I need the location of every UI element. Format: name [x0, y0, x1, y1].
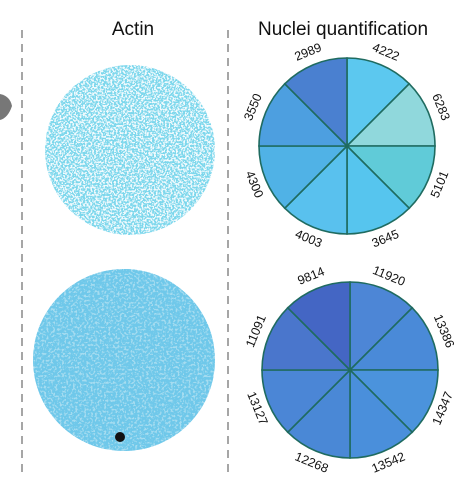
pie-sector	[349, 281, 414, 372]
pie-sector	[261, 306, 352, 371]
pie-sector	[283, 57, 348, 148]
pie-sector	[283, 144, 348, 235]
well-texture	[45, 65, 215, 235]
sector-label: 4222	[370, 40, 401, 64]
sector-label: 2989	[293, 40, 324, 64]
pie-sector	[258, 82, 349, 147]
sector-label: 3550	[241, 92, 265, 123]
pie-sector	[261, 369, 352, 434]
pie-sector	[348, 369, 439, 434]
column-title: Nuclei quantification	[258, 19, 428, 40]
pie-sector	[349, 368, 414, 459]
pie-sector	[286, 368, 351, 459]
cropped-shape	[0, 94, 12, 120]
pie-sector	[348, 306, 439, 371]
well-texture	[33, 269, 215, 451]
pie-sector	[345, 145, 436, 210]
pie-sector	[346, 144, 411, 235]
pie-sector	[286, 281, 351, 372]
sector-label: 11091	[243, 313, 269, 350]
sector-label: 9814	[296, 264, 327, 288]
debris	[115, 432, 125, 442]
pie-sector	[258, 145, 349, 210]
sector-label: 11920	[371, 263, 408, 289]
pie-sector	[346, 57, 411, 148]
column-title: Actin	[112, 19, 154, 40]
sector-label: 6283	[429, 92, 453, 123]
pie-sector	[345, 82, 436, 147]
